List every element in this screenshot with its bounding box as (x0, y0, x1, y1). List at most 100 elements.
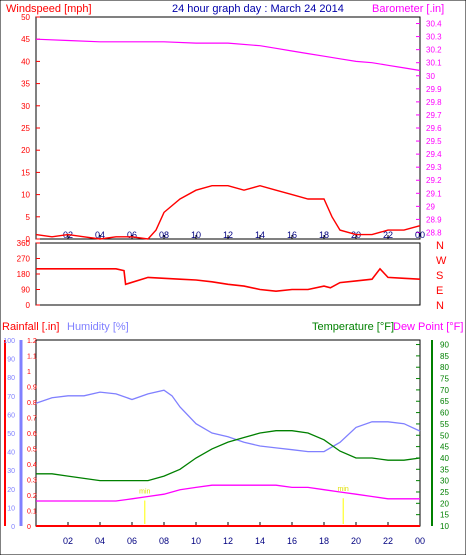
hour-tick-label: 10 (191, 536, 201, 546)
humidity-line (35, 389, 421, 453)
barometer-tick-label: 29.8 (426, 98, 442, 107)
temp-tick-label: 40 (440, 454, 449, 463)
rain-humidity-temp-plot-area (35, 339, 421, 527)
temp-tick-label: 80 (440, 363, 449, 372)
wind-direction-plot-area (35, 242, 421, 306)
temp-tick-label: 30 (440, 477, 449, 486)
temp-tick-label: 85 (440, 352, 449, 361)
barometer-tick-label: 29.4 (426, 150, 442, 159)
barometer-tick-label: 30.1 (426, 59, 442, 68)
temp-tick-label: 25 (440, 488, 449, 497)
humidity-tick-label: 0 (11, 524, 15, 531)
rain-tick-label: 0.2 (27, 493, 37, 500)
temp-tick-label: 45 (440, 443, 449, 452)
panel2-series (36, 267, 421, 293)
hour-tick-label: 08 (159, 230, 169, 240)
temp-tick-label: 35 (440, 465, 449, 474)
hour-tick-label: 16 (287, 536, 297, 546)
hour-tick-label: 02 (63, 536, 73, 546)
direction-tick-label: 180 (17, 270, 31, 279)
humidity-tick-label: 10 (7, 505, 15, 512)
compass-label: N (436, 300, 444, 312)
rain-tick-label: 0.4 (27, 462, 37, 469)
min-marker-label: min (338, 486, 349, 493)
hour-tick-label: 18 (319, 536, 329, 546)
hour-tick-label: 20 (351, 536, 361, 546)
humidity-tick-label: 20 (7, 487, 15, 494)
hour-tick-label: 10 (191, 230, 201, 240)
rainfall-axis-label: Rainfall [.in] (2, 321, 59, 333)
rain-tick-label: 0.7 (27, 416, 37, 423)
rain-tick-label: 0 (27, 524, 31, 531)
windspeed-ticks: 0 5 10 15 20 25 30 35 40 45 50 (21, 13, 40, 244)
barometer-tick-label: 30.2 (426, 46, 442, 55)
windspeed-tick-label: 25 (21, 124, 30, 133)
humidity-tick-label: 80 (7, 375, 15, 382)
hour-tick-label: 16 (287, 230, 297, 240)
wind-baro-plot-area (35, 16, 421, 240)
barometer-tick-label: 28.9 (426, 215, 442, 224)
direction-ticks: 0 90 180 270 360 (17, 239, 40, 310)
wind-direction-line (36, 267, 421, 293)
barometer-line (35, 38, 421, 72)
hour-tick-label: 06 (127, 536, 137, 546)
humidity-tick-label: 100 (3, 338, 15, 345)
humidity-ticks: 0 10 20 30 40 50 60 70 80 90 100 (3, 338, 15, 531)
windspeed-tick-label: 15 (21, 168, 30, 177)
barometer-tick-label: 30 (426, 72, 435, 81)
hour-tick-label: 22 (383, 230, 393, 240)
temp-tick-label: 55 (440, 420, 449, 429)
hour-tick-label: 08 (159, 536, 169, 546)
hour-tick-label: 12 (223, 536, 233, 546)
chart-title: 24 hour graph day : March 24 2014 (172, 3, 344, 15)
rain-ticks: 0 0.1 0.2 0.3 0.4 0.5 0.6 0.7 0.8 0.9 1 1.1 1.2 (27, 338, 37, 531)
windspeed-tick-label: 40 (21, 57, 30, 66)
windspeed-tick-label: 50 (21, 13, 30, 22)
barometer-tick-label: 28.8 (426, 228, 442, 237)
rain-tick-label: 0.1 (27, 509, 37, 516)
humidity-tick-label: 30 (7, 468, 15, 475)
dewpoint-line (36, 484, 420, 502)
windspeed-line (35, 184, 421, 240)
compass-label: N (436, 240, 444, 252)
barometer-tick-label: 29.7 (426, 111, 442, 120)
dewpoint-axis-label: Dew Point [°F] (393, 321, 463, 333)
hour-tick-label: 22 (383, 536, 393, 546)
hour-tick-label: 00 (415, 536, 425, 546)
temp-tick-label: 20 (440, 499, 449, 508)
temperature-ticks: 10 15 20 25 30 35 40 45 50 55 60 65 70 75 80 85 90 (416, 341, 449, 531)
rain-tick-label: 1.2 (27, 338, 37, 345)
direction-tick-label: 360 (17, 239, 31, 248)
min-marker-label: min (139, 489, 150, 496)
barometer-tick-label: 29.9 (426, 85, 442, 94)
panel3-series (35, 389, 421, 527)
hour-tick-label: 04 (95, 536, 105, 546)
barometer-tick-label: 30.4 (426, 20, 442, 29)
temperature-line (36, 430, 421, 482)
windspeed-tick-label: 30 (21, 102, 30, 111)
hour-tick-label: 12 (223, 230, 233, 240)
hour-tick-label: 14 (255, 230, 265, 240)
windspeed-tick-label: 45 (21, 35, 30, 44)
humidity-tick-label: 90 (7, 357, 15, 364)
temp-tick-label: 10 (440, 522, 449, 531)
barometer-tick-label: 29 (426, 202, 435, 211)
humidity-tick-label: 70 (7, 394, 15, 401)
humidity-tick-label: 50 (7, 431, 15, 438)
temp-tick-label: 50 (440, 431, 449, 440)
barometer-tick-label: 29.5 (426, 137, 442, 146)
rain-tick-label: 1.1 (27, 354, 37, 361)
compass-label: W (436, 255, 447, 267)
direction-tick-label: 270 (17, 255, 31, 264)
barometer-tick-label: 30.3 (426, 33, 442, 42)
panel1-series (35, 38, 421, 240)
hour-tick-label: 04 (95, 230, 105, 240)
barometer-tick-label: 29.6 (426, 124, 442, 133)
barometer-tick-label: 29.1 (426, 189, 442, 198)
windspeed-tick-label: 0 (26, 235, 31, 244)
rain-tick-label: 0.8 (27, 400, 37, 407)
hour-tick-label: 06 (127, 230, 137, 240)
humidity-axis-label: Humidity [%] (67, 321, 129, 333)
